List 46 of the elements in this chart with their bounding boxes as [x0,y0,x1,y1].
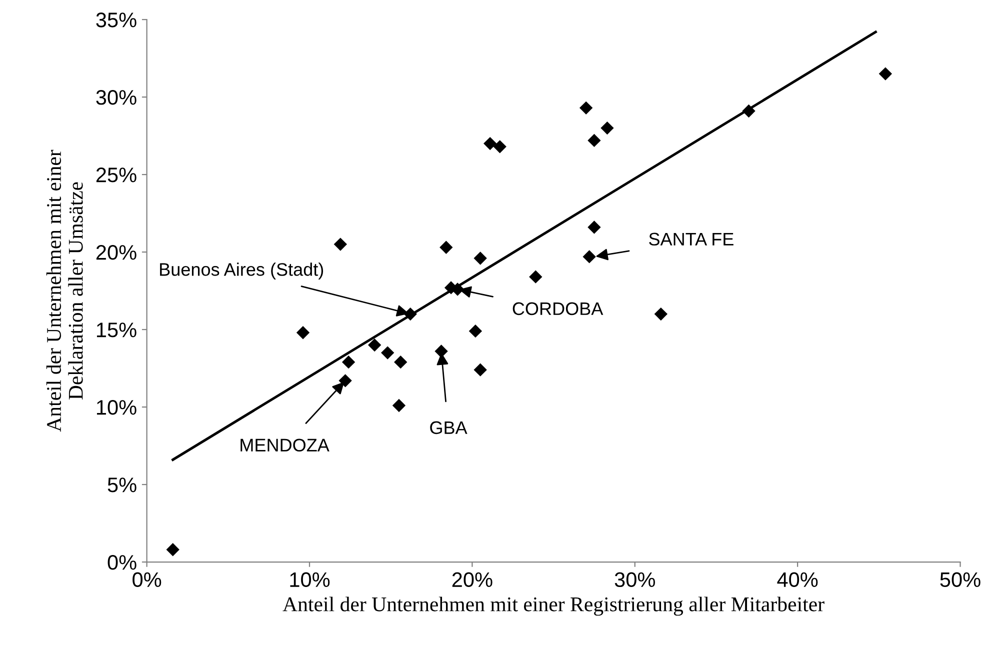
point [493,140,506,154]
point [334,238,348,251]
y-tick-label: 0% [108,555,136,570]
point [166,543,180,556]
point [600,121,614,135]
y-tick-label: 25% [96,168,136,182]
point [381,346,394,360]
y-axis-title: Anteil der Unternehmen mit einer Deklaration aller Umsätze [46,150,83,432]
point [296,326,310,340]
annotation: Buenos Aires (Stadt) [160,262,324,280]
point [654,307,668,321]
point [342,356,356,369]
y-tick-label: 10% [96,400,136,415]
point [878,67,892,80]
point [484,136,497,150]
annotation: GBA [430,421,468,434]
y-tick-label: 5% [108,478,136,492]
x-axis-title: Anteil der Unternehmen mit einer Registrierung aller Mitarbeiter [282,596,824,616]
point [440,240,453,254]
x-tick-label: 30% [614,572,655,588]
annotation: MENDOZA [240,438,330,452]
point [474,363,487,376]
x-tick-label: 10% [290,572,330,588]
y-tick-label: 15% [96,322,136,338]
annotation: SANTA FE [649,232,734,246]
x-tick-label: 0% [132,572,162,588]
point [474,252,487,265]
point [468,324,482,338]
point [368,338,382,352]
point [434,344,448,358]
point [338,374,352,388]
annotation: CORDOBA [512,302,604,316]
x-tick-label: 40% [777,572,818,588]
point [394,356,408,369]
point [588,220,601,234]
point [742,104,756,118]
y-tick-label: 20% [96,245,136,260]
x-tick-label: 20% [452,572,492,588]
y-tick-label: 35% [96,12,136,28]
y-tick-label: 30% [96,90,136,105]
point [529,270,542,284]
point [582,250,596,264]
point [579,101,593,114]
point [588,134,601,148]
x-tick-label: 50% [940,572,980,588]
point [392,398,406,412]
